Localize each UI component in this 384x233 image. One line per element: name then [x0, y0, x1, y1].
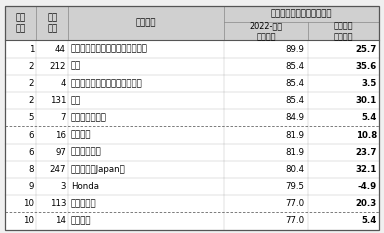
Text: 81.9: 81.9 [285, 148, 305, 157]
Text: 35.6: 35.6 [356, 62, 377, 71]
Text: 今回
順位: 今回 順位 [15, 13, 26, 33]
Bar [5, 109, 379, 127]
Bar [5, 6, 379, 41]
Text: 9: 9 [29, 182, 34, 191]
Text: トヨタ自動車（製品情報サイト）: トヨタ自動車（製品情報サイト） [71, 45, 148, 54]
Text: サイト名: サイト名 [136, 19, 156, 28]
Text: 2022-秋冬
（今回）: 2022-秋冬 （今回） [250, 22, 283, 41]
Text: 6: 6 [29, 148, 34, 157]
Text: 77.0: 77.0 [285, 199, 305, 208]
Text: キヤノン（Japan）: キヤノン（Japan） [71, 165, 126, 174]
Text: 131: 131 [50, 96, 66, 105]
Text: 中外製薬: 中外製薬 [71, 216, 91, 225]
Text: 85.4: 85.4 [285, 96, 305, 105]
Text: 3: 3 [61, 182, 66, 191]
Bar [5, 127, 379, 144]
Text: 79.5: 79.5 [285, 182, 305, 191]
Text: 富士フイルム: 富士フイルム [71, 148, 102, 157]
Bar [5, 144, 379, 161]
Text: 23.7: 23.7 [356, 148, 377, 157]
Text: 212: 212 [50, 62, 66, 71]
Text: 30.1: 30.1 [356, 96, 377, 105]
Text: 113: 113 [50, 199, 66, 208]
Text: 85.4: 85.4 [285, 62, 305, 71]
Text: 5: 5 [29, 113, 34, 122]
Text: ユニ・チャーム: ユニ・チャーム [71, 113, 107, 122]
Text: 16: 16 [55, 130, 66, 140]
Text: 10: 10 [23, 216, 34, 225]
Text: 44: 44 [55, 45, 66, 54]
Text: 前回
順位: 前回 順位 [47, 13, 58, 33]
Text: -4.9: -4.9 [358, 182, 377, 191]
Text: 7: 7 [61, 113, 66, 122]
Text: 4: 4 [61, 79, 66, 88]
Text: 85.4: 85.4 [285, 79, 305, 88]
Text: 1: 1 [29, 45, 34, 54]
Text: 32.1: 32.1 [356, 165, 377, 174]
Bar [5, 58, 379, 75]
Text: 25.7: 25.7 [356, 45, 377, 54]
Text: 5.4: 5.4 [362, 216, 377, 225]
Bar [5, 161, 379, 178]
Text: 8: 8 [29, 165, 34, 174]
Bar [5, 92, 379, 109]
Text: 2: 2 [29, 96, 34, 105]
Bar [5, 41, 379, 58]
Text: 5.4: 5.4 [362, 113, 377, 122]
Bar [5, 212, 379, 230]
Text: Honda: Honda [71, 182, 99, 191]
Text: 前回との
スコア差: 前回との スコア差 [334, 22, 354, 41]
Text: 6: 6 [29, 130, 34, 140]
Text: 77.0: 77.0 [285, 216, 305, 225]
Text: 14: 14 [55, 216, 66, 225]
Text: 10.8: 10.8 [356, 130, 377, 140]
Text: 東苝: 東苝 [71, 62, 81, 71]
Text: 2: 2 [29, 62, 34, 71]
Text: 84.9: 84.9 [285, 113, 305, 122]
Text: 一条工務店: 一条工務店 [71, 199, 97, 208]
Bar [5, 75, 379, 92]
Text: 態度変容：企業活動スコア: 態度変容：企業活動スコア [271, 9, 333, 18]
Text: 80.4: 80.4 [285, 165, 305, 174]
Text: 2: 2 [29, 79, 34, 88]
Text: 89.9: 89.9 [285, 45, 305, 54]
Text: 10: 10 [23, 199, 34, 208]
Text: 97: 97 [55, 148, 66, 157]
Text: 81.9: 81.9 [285, 130, 305, 140]
Text: 20.3: 20.3 [356, 199, 377, 208]
Text: 住友林業: 住友林業 [71, 130, 91, 140]
Text: 247: 247 [50, 165, 66, 174]
Bar [5, 178, 379, 195]
Text: 3.5: 3.5 [362, 79, 377, 88]
Text: トヨタ自動車　公式企業サイト: トヨタ自動車 公式企業サイト [71, 79, 143, 88]
Bar [5, 195, 379, 212]
Text: 明治: 明治 [71, 96, 81, 105]
